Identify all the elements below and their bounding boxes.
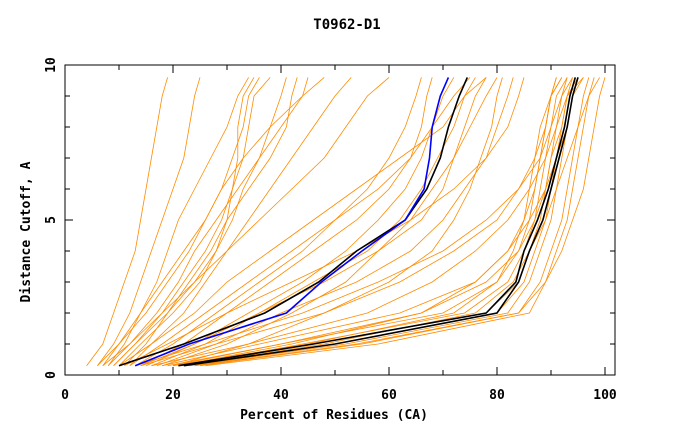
model-series-line <box>172 77 557 367</box>
y-tick-label: 10 <box>44 57 59 73</box>
model-series-line <box>140 77 563 367</box>
x-tick-label: 40 <box>273 388 289 403</box>
y-tick-label: 5 <box>44 216 59 224</box>
model-series-line <box>151 77 476 367</box>
model-series-line <box>140 77 433 367</box>
model-series-line <box>129 77 352 366</box>
model-series-line <box>189 77 584 367</box>
model-series-line <box>162 77 557 367</box>
x-tick-label: 80 <box>489 388 505 403</box>
highlight-series-line <box>183 77 579 367</box>
chart-title: T0962-D1 <box>313 17 380 33</box>
model-series-line <box>145 77 455 367</box>
model-series-line <box>172 77 503 367</box>
x-tick-label: 100 <box>593 388 617 403</box>
y-tick-label: 0 <box>44 371 59 379</box>
model-series-line <box>97 77 201 366</box>
x-tick-label: 60 <box>381 388 397 403</box>
model-series-line <box>97 77 325 366</box>
x-tick-label: 0 <box>61 388 69 403</box>
model-series-line <box>118 77 487 367</box>
model-series-line <box>118 77 287 366</box>
highlight-series-line <box>178 77 577 367</box>
model-series-line <box>178 77 584 367</box>
model-series-line <box>205 77 595 367</box>
axes-frame <box>64 64 616 376</box>
model-series-line <box>178 77 573 367</box>
model-series-line <box>107 77 249 366</box>
model-series-line <box>135 77 568 367</box>
plot-area <box>86 77 606 367</box>
model-series-line <box>194 77 579 367</box>
model-series-line <box>194 77 606 367</box>
x-tick-label: 20 <box>165 388 181 403</box>
axis-ticks <box>65 65 615 375</box>
model-series-line <box>124 77 525 367</box>
model-series-line <box>113 77 271 366</box>
model-series-line <box>156 77 514 367</box>
model-series-line <box>135 77 471 367</box>
model-series-line <box>113 77 255 366</box>
highlight-series-line <box>134 77 450 367</box>
model-series-line <box>102 77 390 367</box>
x-axis-label: Percent of Residues (CA) <box>240 408 428 423</box>
model-series-line <box>151 77 573 367</box>
model-series-line <box>86 77 168 366</box>
y-axis-label: Distance Cutoff, A <box>19 161 34 302</box>
